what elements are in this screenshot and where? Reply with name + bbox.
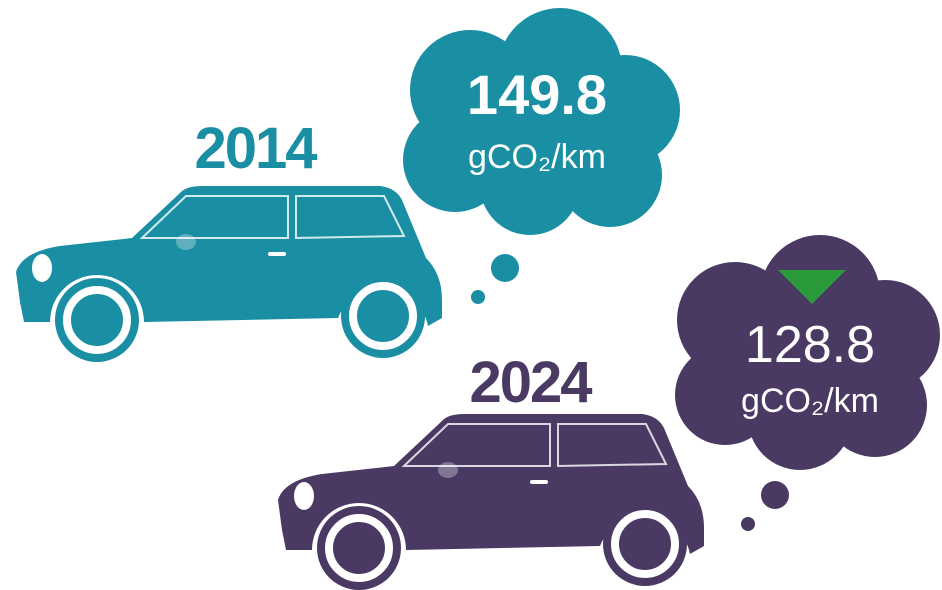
infographic: 2014 149.8 gCO₂/km 2024 128.8 gCO₂/km [0,0,942,590]
year-label: 2014 [194,116,317,181]
emission-value: 149.8 [467,63,607,126]
year-label: 2024 [469,350,592,415]
emission-value: 128.8 [745,316,875,374]
page: 2014 149.8 gCO₂/km 2024 128.8 gCO₂/km ((… [0,0,942,590]
car-2024 [278,414,704,590]
emission-unit: gCO₂/km [741,382,879,420]
car-2014 [16,186,442,362]
emission-unit: gCO₂/km [468,138,606,176]
